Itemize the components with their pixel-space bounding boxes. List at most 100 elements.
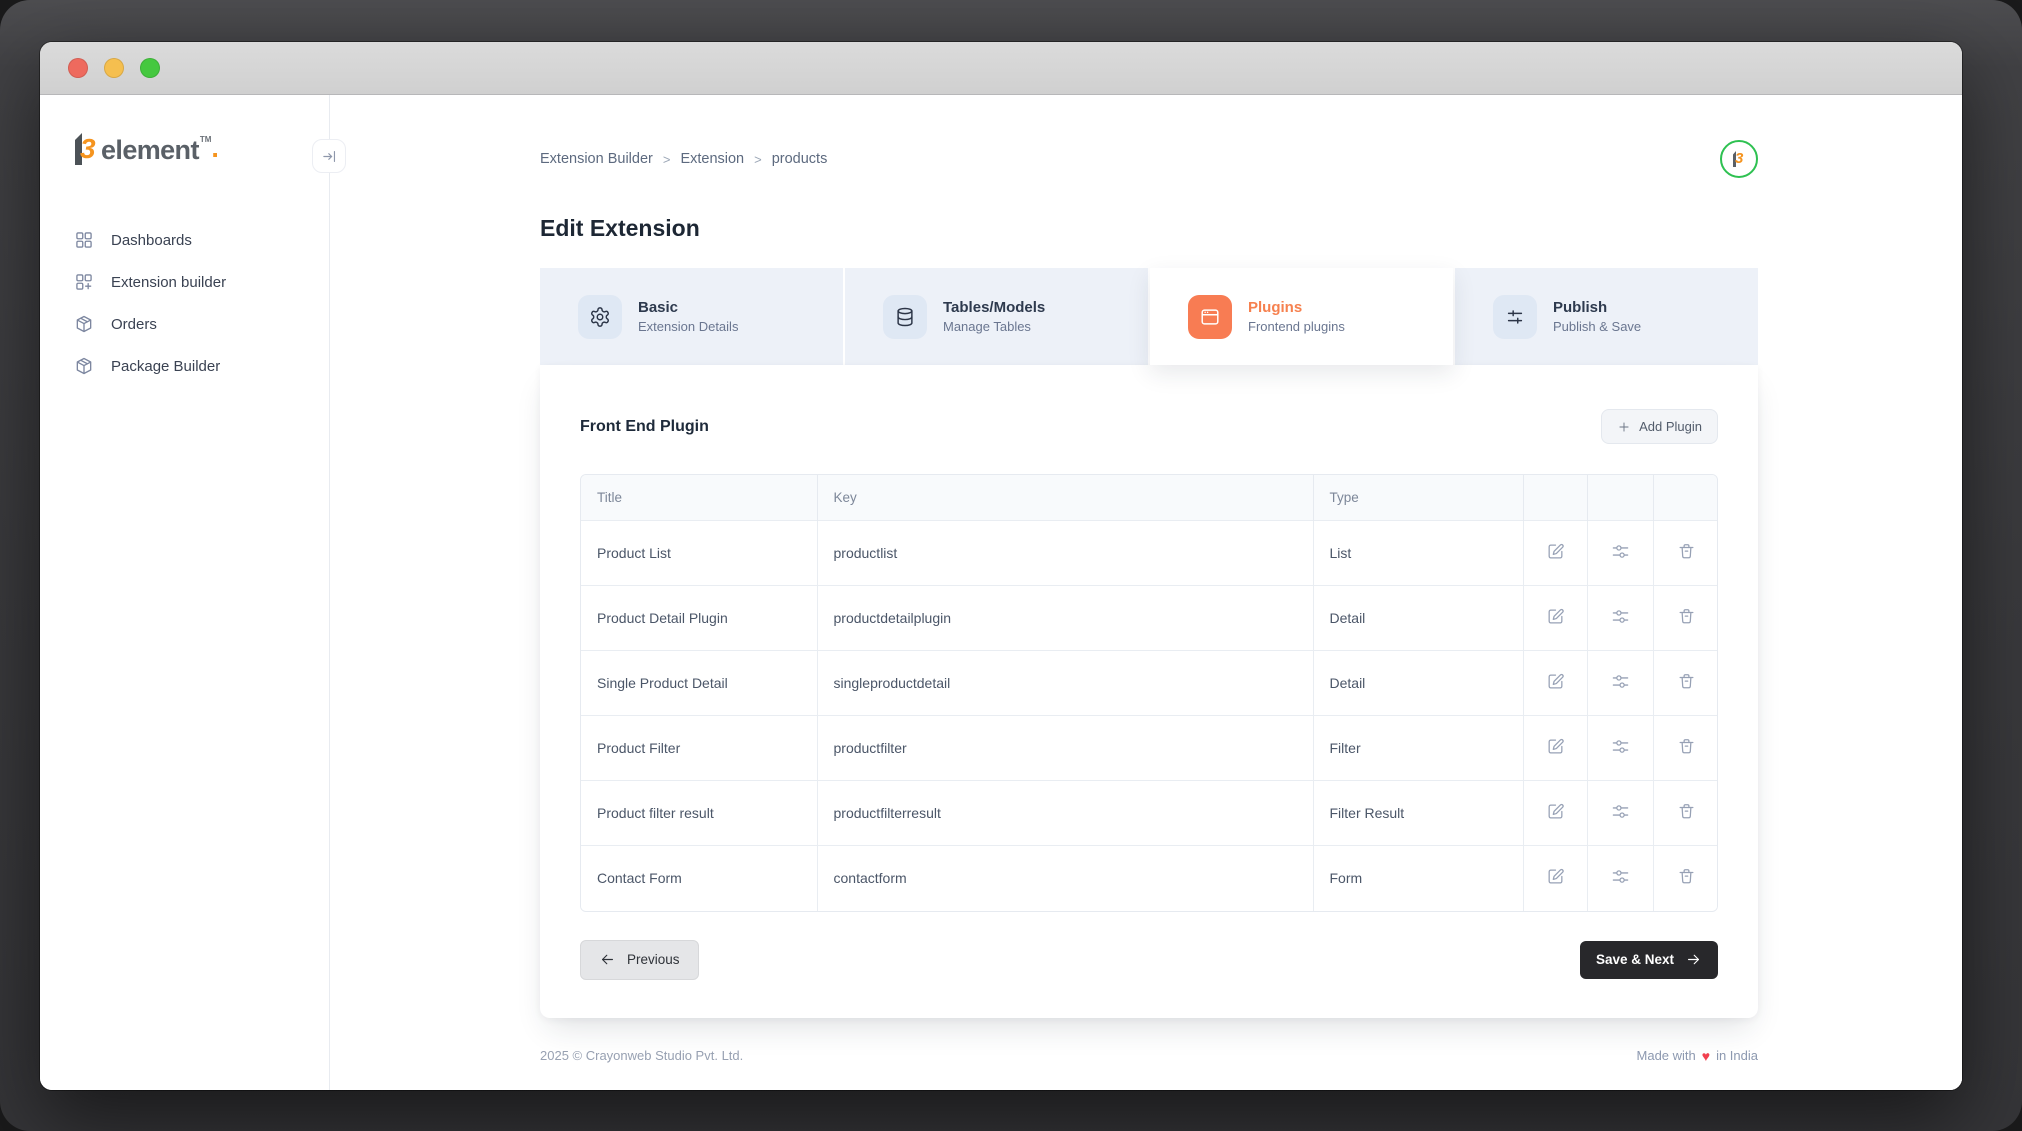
table-row: Product List productlist List [581, 520, 1717, 586]
gear-icon [578, 294, 622, 339]
sidebar-item-label: Orders [111, 315, 157, 333]
sidebar-nav: Dashboards Extension builder Orders Pack… [40, 219, 329, 387]
avatar-logo-icon: 3 [1733, 150, 1744, 167]
wizard-actions: Previous Save & Next [580, 939, 1718, 980]
page-title: Edit Extension [540, 215, 700, 241]
cell-title: Product Filter [581, 715, 818, 781]
section-title: Front End Plugin [580, 417, 709, 435]
table-row: Product filter result productfilterresul… [581, 780, 1717, 846]
top-bar: Extension Builder > Extension > products… [540, 139, 1758, 179]
breadcrumb-products[interactable]: products [771, 151, 828, 167]
edit-row-button[interactable] [1546, 802, 1565, 821]
package-icon [74, 314, 94, 334]
cell-title: Product filter result [581, 780, 818, 846]
cell-type: Filter Result [1313, 780, 1524, 846]
cell-title: Product List [581, 520, 818, 586]
sliders-icon [1493, 294, 1537, 339]
adjust-icon [1611, 542, 1630, 561]
adjust-icon [1611, 867, 1630, 886]
arrow-left-icon [599, 951, 616, 968]
plus-icon [1617, 420, 1631, 434]
configure-row-button[interactable] [1611, 867, 1630, 886]
edit-row-button[interactable] [1546, 607, 1565, 626]
cell-title: Contact Form [581, 845, 818, 911]
arrow-right-icon [1685, 951, 1702, 968]
column-header-actions [1653, 475, 1717, 521]
main-area: Extension Builder > Extension > products… [330, 95, 1962, 1090]
edit-icon [1546, 672, 1565, 691]
table-row: Single Product Detail singleproductdetai… [581, 650, 1717, 716]
cell-key: productdetailplugin [817, 585, 1314, 651]
edit-row-button[interactable] [1546, 672, 1565, 691]
brand-logo-dot: . [211, 133, 219, 163]
front-end-plugin-panel: Front End Plugin Add Plugin [540, 365, 1758, 1018]
heart-icon: ♥ [1701, 1047, 1711, 1064]
sidebar-item-extension-builder[interactable]: Extension builder [40, 261, 329, 303]
app-window: 3 element TM . Dashboards E [40, 42, 1962, 1090]
edit-row-button[interactable] [1546, 737, 1565, 756]
column-header-actions [1587, 475, 1654, 521]
minimize-window-button[interactable] [104, 58, 124, 78]
tab-basic[interactable]: Basic Extension Details [540, 268, 843, 365]
tab-plugins[interactable]: Plugins Frontend plugins [1150, 268, 1453, 365]
cell-key: singleproductdetail [817, 650, 1314, 716]
sidebar-item-label: Dashboards [111, 231, 192, 249]
zoom-window-button[interactable] [140, 58, 160, 78]
tab-tables-models[interactable]: Tables/Models Manage Tables [845, 268, 1148, 365]
trash-icon [1677, 802, 1696, 821]
edit-row-button[interactable] [1546, 542, 1565, 561]
extension-builder-icon [74, 272, 94, 292]
cell-key: productfilter [817, 715, 1314, 781]
cell-title: Single Product Detail [581, 650, 818, 716]
previous-button[interactable]: Previous [580, 939, 699, 980]
delete-row-button[interactable] [1677, 737, 1696, 756]
copyright-text: 2025 © Crayonweb Studio Pvt. Ltd. [540, 1048, 744, 1063]
delete-row-button[interactable] [1677, 672, 1696, 691]
delete-row-button[interactable] [1677, 607, 1696, 626]
sidebar-item-label: Package Builder [111, 357, 221, 375]
edit-row-button[interactable] [1546, 867, 1565, 886]
tab-publish[interactable]: Publish Publish & Save [1455, 268, 1758, 365]
extension-step-tabs: Basic Extension Details Tables/Models Ma… [540, 268, 1758, 365]
breadcrumb-extension-builder[interactable]: Extension Builder [540, 151, 653, 167]
column-header-title: Title [581, 475, 818, 521]
sidebar-item-package-builder[interactable]: Package Builder [40, 345, 329, 387]
sidebar-collapse-button[interactable] [312, 139, 346, 173]
breadcrumb-separator: > [662, 151, 671, 167]
delete-row-button[interactable] [1677, 867, 1696, 886]
brand-logo: 3 element TM . [40, 133, 329, 167]
configure-row-button[interactable] [1611, 802, 1630, 821]
delete-row-button[interactable] [1677, 802, 1696, 821]
save-next-button[interactable]: Save & Next [1579, 940, 1718, 979]
window-titlebar [40, 42, 1962, 95]
column-header-type: Type [1313, 475, 1524, 521]
configure-row-button[interactable] [1611, 542, 1630, 561]
made-with-love: Made with ♥ in India [1636, 1047, 1758, 1064]
sidebar-item-dashboards[interactable]: Dashboards [40, 219, 329, 261]
breadcrumb: Extension Builder > Extension > products [540, 151, 827, 167]
close-window-button[interactable] [68, 58, 88, 78]
cell-type: List [1313, 520, 1524, 586]
table-row: Product Detail Plugin productdetailplugi… [581, 585, 1717, 651]
configure-row-button[interactable] [1611, 672, 1630, 691]
sidebar-item-orders[interactable]: Orders [40, 303, 329, 345]
column-header-actions [1523, 475, 1588, 521]
configure-row-button[interactable] [1611, 607, 1630, 626]
cell-type: Form [1313, 845, 1524, 911]
browser-window-icon [1188, 294, 1232, 339]
add-plugin-button[interactable]: Add Plugin [1601, 409, 1718, 444]
brand-trademark: TM [199, 135, 212, 144]
breadcrumb-extension[interactable]: Extension [680, 151, 745, 167]
delete-row-button[interactable] [1677, 542, 1696, 561]
trash-icon [1677, 542, 1696, 561]
edit-icon [1546, 802, 1565, 821]
table-header-row: Title Key Type [581, 475, 1717, 521]
collapse-arrow-icon [321, 148, 338, 165]
user-avatar[interactable]: 3 [1720, 140, 1758, 178]
configure-row-button[interactable] [1611, 737, 1630, 756]
cell-key: productfilterresult [817, 780, 1314, 846]
trash-icon [1677, 737, 1696, 756]
app-body: 3 element TM . Dashboards E [40, 95, 1962, 1090]
adjust-icon [1611, 802, 1630, 821]
